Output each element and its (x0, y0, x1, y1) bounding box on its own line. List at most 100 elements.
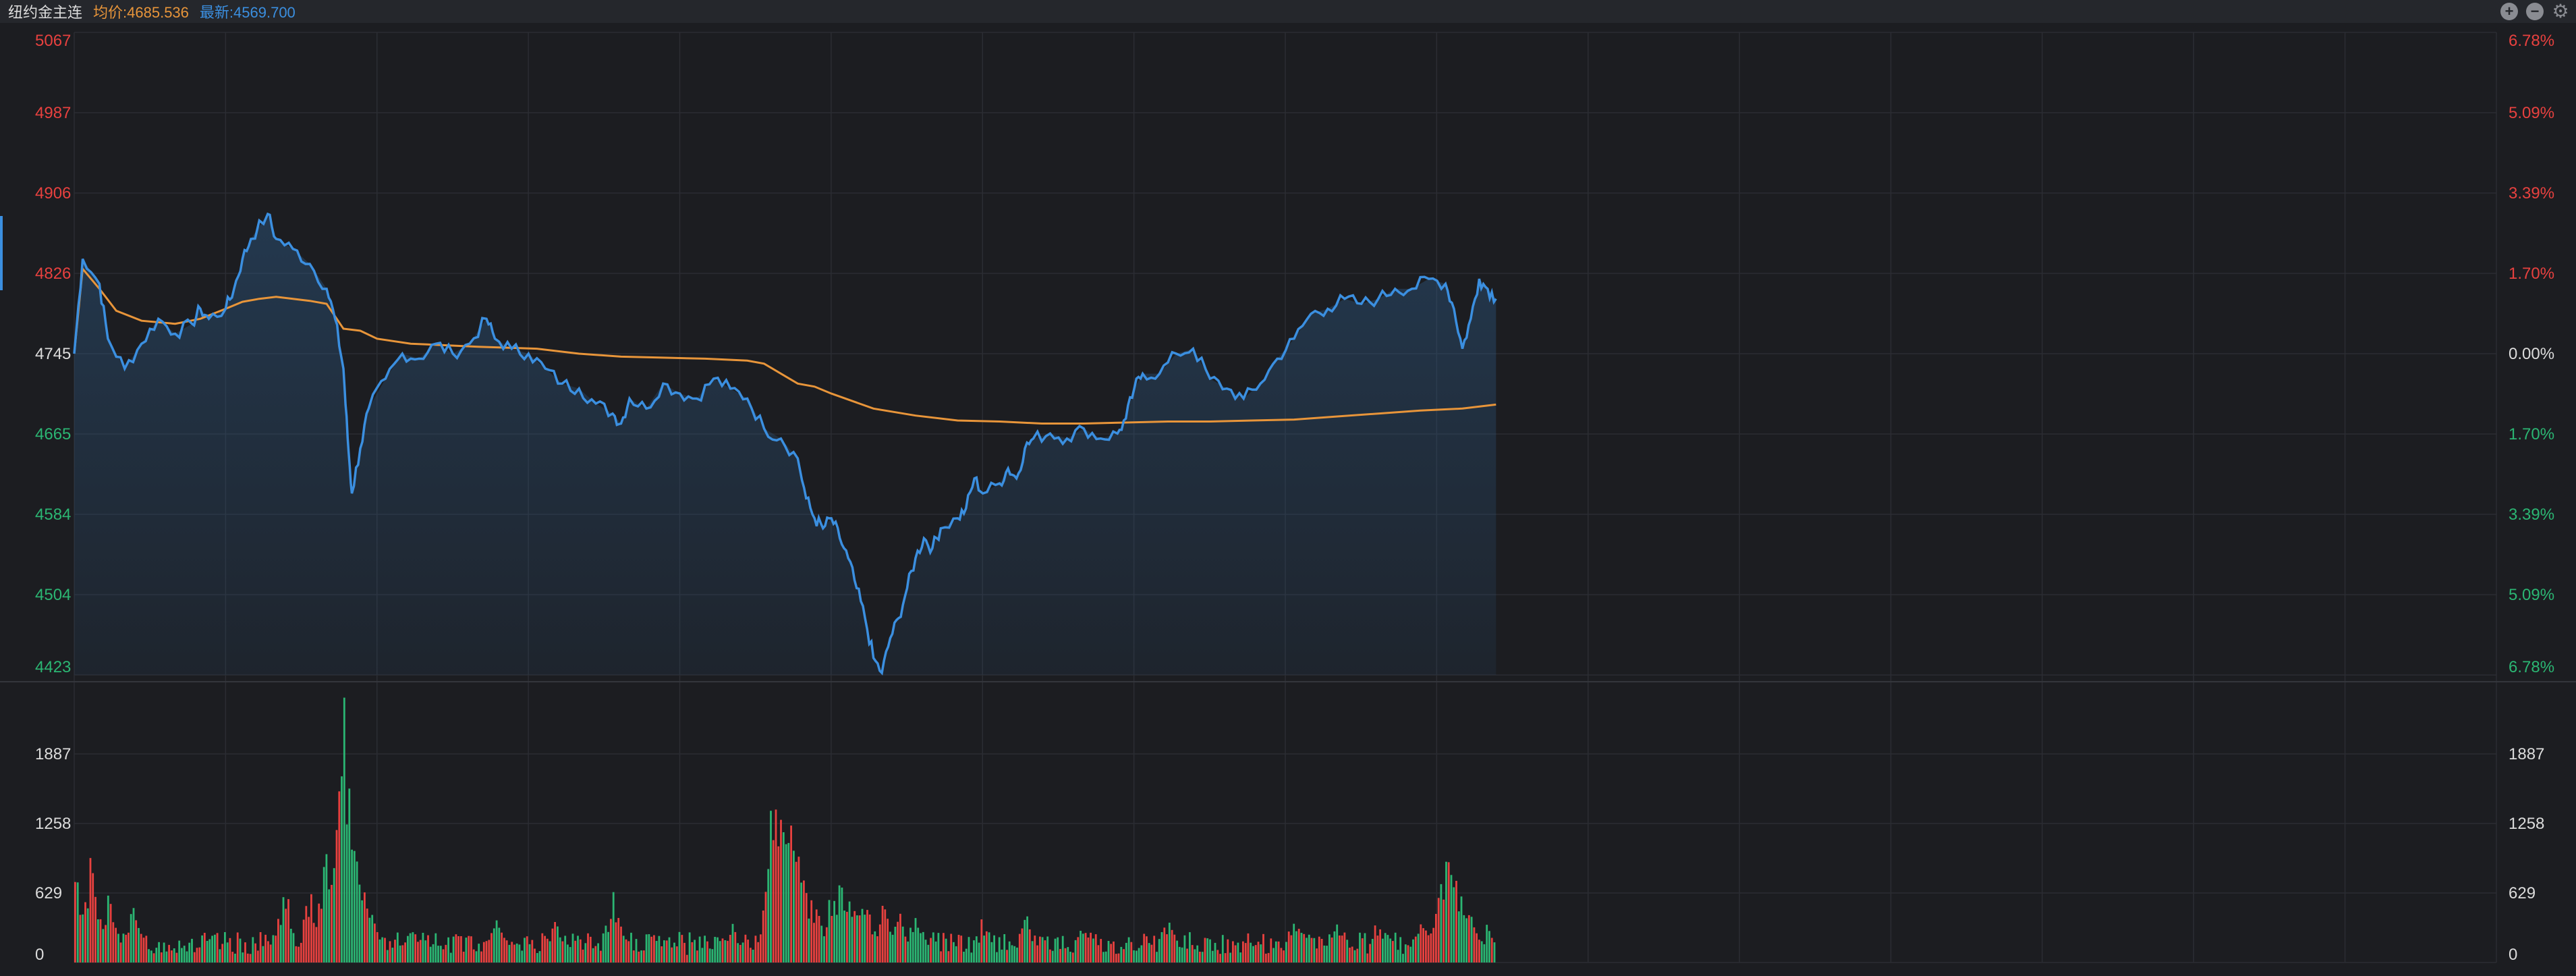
volume-bar (897, 921, 899, 963)
volume-bar (1082, 933, 1084, 963)
volume-bar (1160, 932, 1163, 963)
zoom-out-icon[interactable]: − (2526, 3, 2544, 20)
volume-bar (1074, 940, 1077, 963)
volume-bar (389, 941, 391, 963)
volume-bar (480, 951, 482, 963)
volume-bar (777, 846, 780, 963)
volume-bar (138, 927, 140, 963)
volume-bar (1097, 945, 1100, 963)
volume-bar (1003, 934, 1006, 963)
volume-bar (1371, 939, 1374, 963)
volume-bar (864, 915, 866, 963)
volume-bar (1331, 938, 1333, 963)
price-tick-label: 5067 (35, 32, 71, 50)
volume-bar (452, 936, 455, 963)
volume-bar (285, 909, 287, 963)
volume-bar (1326, 946, 1328, 963)
volume-bar (513, 944, 515, 963)
volume-bar (853, 911, 856, 963)
volume-bar (246, 953, 249, 963)
price-tick-label: 4423 (35, 658, 71, 676)
volume-bar (727, 940, 729, 963)
volume-bar (343, 697, 345, 963)
chart-controls: + − ⚙ (2500, 1, 2569, 22)
volume-bar (815, 909, 818, 963)
volume-bar (1090, 932, 1092, 963)
volume-bar (1153, 936, 1156, 963)
volume-bar (102, 929, 105, 963)
volume-bar (1341, 936, 1343, 963)
volume-bar (1148, 943, 1150, 963)
volume-bar (808, 918, 810, 963)
volume-bar (884, 909, 887, 963)
percent-tick-label: 6.78% (2509, 658, 2554, 676)
volume-bar (589, 936, 592, 963)
volume-bar (338, 791, 341, 963)
volume-bar (541, 933, 544, 963)
zoom-in-icon[interactable]: + (2500, 3, 2518, 20)
volume-bar (701, 948, 704, 963)
volume-bar (881, 906, 884, 963)
volume-bar (381, 937, 384, 963)
volume-bar (750, 948, 752, 963)
volume-tick-label: 0 (35, 946, 44, 964)
volume-bar (158, 942, 160, 963)
volume-bar (1163, 927, 1166, 963)
volume-bar (663, 940, 665, 963)
volume-bar (1366, 953, 1369, 963)
volume-bar (1440, 884, 1443, 963)
volume-bar (1057, 937, 1059, 963)
percent-tick-label: 5.09% (2509, 104, 2554, 122)
volume-bar (1186, 948, 1188, 963)
gear-icon[interactable]: ⚙ (2552, 1, 2569, 22)
volume-bar (627, 941, 630, 963)
volume-bar (567, 944, 569, 963)
volume-bar (1166, 934, 1168, 963)
volume-bar (1463, 915, 1465, 963)
volume-bar (89, 858, 92, 963)
volume-bar (1104, 951, 1107, 963)
volume-bar (505, 940, 508, 963)
volume-bar (1364, 933, 1366, 963)
volume-bar (887, 919, 889, 963)
chart-area[interactable]: 5067 6.78% 4987 5.09% 4906 3.39% 4826 1.70% 4745… (0, 23, 2576, 976)
volume-bar (1287, 931, 1290, 963)
volume-bar (358, 884, 361, 963)
volume-bar (1445, 861, 1447, 963)
volume-bar (1353, 950, 1356, 963)
volume-bar (521, 950, 524, 963)
volume-bar (1425, 930, 1427, 963)
volume-bar (1480, 941, 1483, 963)
volume-bar (1277, 941, 1280, 963)
percent-tick-label: 1.70% (2509, 265, 2554, 283)
volume-bar (737, 943, 739, 963)
volume-bar (148, 949, 150, 963)
volume-bar (229, 938, 231, 963)
volume-bar (1242, 941, 1244, 963)
percent-tick-label: 5.09% (2509, 586, 2554, 604)
volume-bar (846, 911, 848, 963)
volume-bar (335, 830, 338, 963)
volume-bar (1001, 949, 1003, 963)
volume-bar (665, 940, 668, 963)
percent-tick-label: 0.00% (2509, 345, 2554, 363)
volume-bar (681, 935, 683, 963)
volume-bar (924, 940, 927, 963)
last-price-label: 最新: (199, 4, 234, 21)
instrument-name: 纽约金主连 (8, 4, 83, 21)
volume-bar (571, 933, 574, 963)
volume-bar (820, 925, 823, 963)
volume-bar (447, 937, 449, 963)
volume-bar (1457, 911, 1460, 963)
volume-bar (254, 943, 256, 963)
volume-bar (694, 940, 696, 963)
volume-bar (904, 936, 907, 963)
volume-bar (698, 936, 701, 963)
volume-bar (386, 950, 389, 963)
volume-bar (1011, 945, 1013, 963)
volume-bar (308, 917, 310, 963)
volume-bar (1409, 946, 1412, 963)
average-price-value: 4685.536 (127, 4, 189, 21)
volume-bar (1250, 942, 1252, 963)
